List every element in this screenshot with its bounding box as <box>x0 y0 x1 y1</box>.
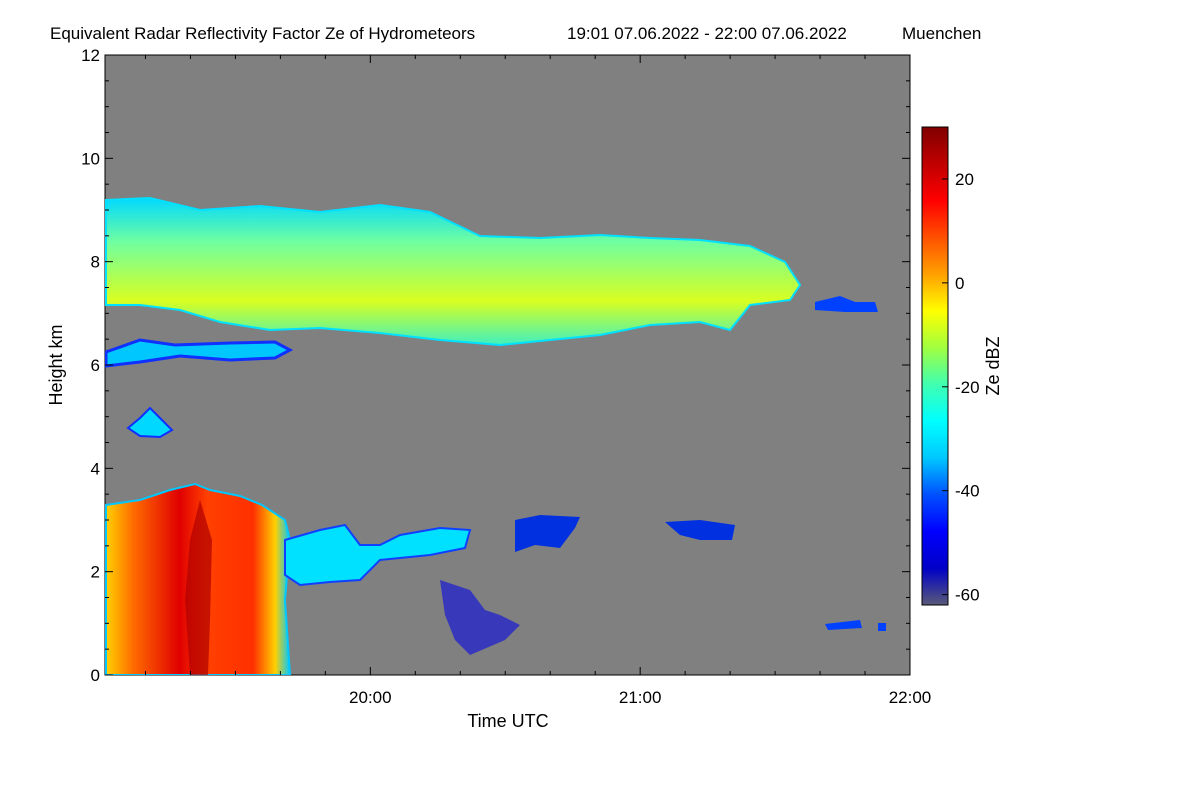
colorbar-tick-label: 0 <box>955 274 964 293</box>
colorbar-tick-label: -60 <box>955 586 980 605</box>
precipitation-streaks <box>440 580 520 655</box>
y-tick-label: 6 <box>91 356 100 375</box>
isolated-echo-mid <box>665 520 735 540</box>
cell-core <box>185 500 212 675</box>
isolated-echo-upper <box>815 296 878 312</box>
y-tick-label: 4 <box>91 459 100 478</box>
colorbar-tick-label: -40 <box>955 482 980 501</box>
x-tick-label: 21:00 <box>619 688 662 707</box>
colorbar <box>921 126 949 606</box>
small-cloud-fragment <box>126 406 174 439</box>
colorbar-tick-label: -20 <box>955 378 980 397</box>
y-tick-label: 12 <box>81 46 100 65</box>
y-tick-label: 0 <box>91 666 100 685</box>
y-tick-label: 2 <box>91 563 100 582</box>
low-cloud-fragment-small <box>515 515 580 552</box>
upper-cloud-layer <box>105 196 802 347</box>
chart-time-range: 19:01 07.06.2022 - 22:00 07.06.2022 <box>567 24 847 43</box>
chart-location: Muenchen <box>902 24 981 43</box>
isolated-echo-low <box>825 620 886 631</box>
x-axis-label: Time UTC <box>467 711 548 731</box>
y-tick-label: 10 <box>81 149 100 168</box>
y-axis-label: Height km <box>46 324 66 405</box>
y-tick-label: 8 <box>91 253 100 272</box>
colorbar-tick-label: 20 <box>955 170 974 189</box>
x-tick-label: 22:00 <box>889 688 932 707</box>
low-cloud-fragments <box>284 523 472 587</box>
x-tick-label: 20:00 <box>349 688 392 707</box>
chart-title: Equivalent Radar Reflectivity Factor Ze … <box>50 24 475 43</box>
colorbar-label: Ze dBZ <box>983 336 1003 395</box>
mid-cloud-fragment <box>105 338 294 368</box>
